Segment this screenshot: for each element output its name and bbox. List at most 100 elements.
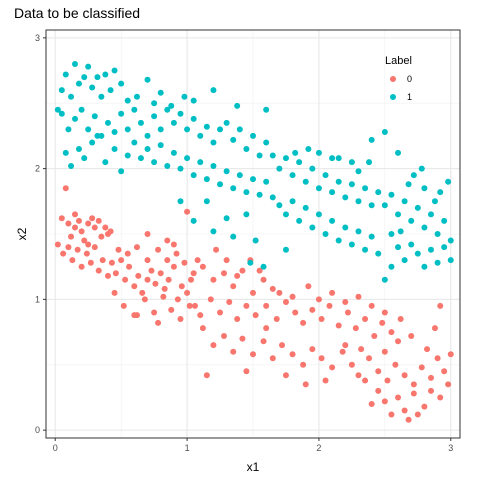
data-point xyxy=(279,342,286,349)
data-point xyxy=(62,149,69,156)
data-point xyxy=(144,276,151,283)
data-point xyxy=(410,381,417,388)
data-point xyxy=(381,348,388,355)
data-point xyxy=(318,316,325,322)
data-point xyxy=(322,377,329,384)
x-axis-title: x1 xyxy=(247,460,260,474)
data-point xyxy=(104,272,111,279)
data-point xyxy=(151,113,158,120)
data-point xyxy=(335,155,342,162)
data-point xyxy=(137,155,144,162)
data-point xyxy=(78,263,85,270)
data-point xyxy=(371,333,378,339)
data-point xyxy=(181,93,188,100)
data-point xyxy=(263,325,270,332)
data-point xyxy=(447,351,454,358)
data-point xyxy=(173,250,180,257)
data-point xyxy=(292,309,299,316)
x-tick-label: 2 xyxy=(316,443,321,453)
data-point xyxy=(131,139,138,146)
data-point xyxy=(118,257,125,264)
data-point xyxy=(155,246,162,253)
x-tick-label: 3 xyxy=(448,443,453,453)
data-point xyxy=(203,123,210,130)
chart-title: Data to be classified xyxy=(14,5,140,21)
data-point xyxy=(124,97,131,104)
data-point xyxy=(151,159,158,166)
data-point xyxy=(292,149,299,156)
data-point xyxy=(89,84,96,91)
data-point xyxy=(414,204,421,211)
data-point xyxy=(220,333,227,339)
data-point xyxy=(104,119,111,126)
data-point xyxy=(118,80,125,87)
data-point xyxy=(81,237,88,244)
data-point xyxy=(405,181,412,188)
data-point xyxy=(108,259,115,266)
data-point xyxy=(81,74,88,81)
data-point xyxy=(302,204,309,211)
data-point xyxy=(190,97,197,104)
data-point xyxy=(75,80,82,87)
data-point xyxy=(276,202,283,209)
data-point xyxy=(397,316,404,322)
data-point xyxy=(124,152,131,159)
data-point xyxy=(424,346,431,353)
data-point xyxy=(395,149,402,156)
data-point xyxy=(230,348,237,355)
data-point xyxy=(348,159,355,166)
data-point xyxy=(148,267,155,274)
data-point xyxy=(329,217,336,224)
data-point xyxy=(170,263,177,270)
legend-label-1: 1 xyxy=(407,92,412,102)
data-point xyxy=(289,351,296,358)
data-point xyxy=(184,155,191,162)
data-point xyxy=(111,67,118,74)
data-point xyxy=(230,283,237,290)
data-point xyxy=(243,211,250,218)
legend-label-0: 0 xyxy=(407,74,412,84)
data-point xyxy=(300,319,307,326)
data-point xyxy=(302,381,309,388)
data-point xyxy=(309,165,316,172)
data-point xyxy=(85,241,92,248)
data-point xyxy=(210,139,217,146)
data-point xyxy=(131,283,138,290)
data-point xyxy=(273,316,280,322)
data-point xyxy=(335,322,342,329)
data-point xyxy=(95,217,102,224)
data-point xyxy=(234,316,241,322)
data-point xyxy=(72,211,79,218)
data-point xyxy=(122,276,129,283)
data-point xyxy=(177,316,184,322)
data-point xyxy=(62,185,69,192)
legend-key-0 xyxy=(390,76,396,82)
data-point xyxy=(414,250,421,257)
data-point xyxy=(168,102,175,109)
data-point xyxy=(203,176,210,183)
data-point xyxy=(58,215,65,222)
axis-ticks: 0 1 2 3 0 1 2 3 xyxy=(35,33,453,453)
data-point xyxy=(199,325,206,332)
data-point xyxy=(74,246,81,253)
data-point xyxy=(210,276,217,283)
data-point xyxy=(397,228,404,235)
data-point xyxy=(256,267,263,274)
data-point xyxy=(408,333,415,339)
data-point xyxy=(263,139,270,146)
series-1 xyxy=(54,61,454,283)
panel-border xyxy=(45,29,461,439)
data-point xyxy=(99,257,106,264)
data-point xyxy=(65,126,72,133)
data-point xyxy=(414,411,421,418)
data-point xyxy=(72,115,79,122)
data-point xyxy=(408,217,415,224)
data-point xyxy=(276,165,283,172)
x-tick-label: 0 xyxy=(53,443,58,453)
data-point xyxy=(250,289,256,296)
data-point xyxy=(335,237,342,244)
data-point xyxy=(358,346,365,353)
data-point xyxy=(94,74,101,81)
data-point xyxy=(427,211,434,218)
data-point xyxy=(230,136,237,143)
